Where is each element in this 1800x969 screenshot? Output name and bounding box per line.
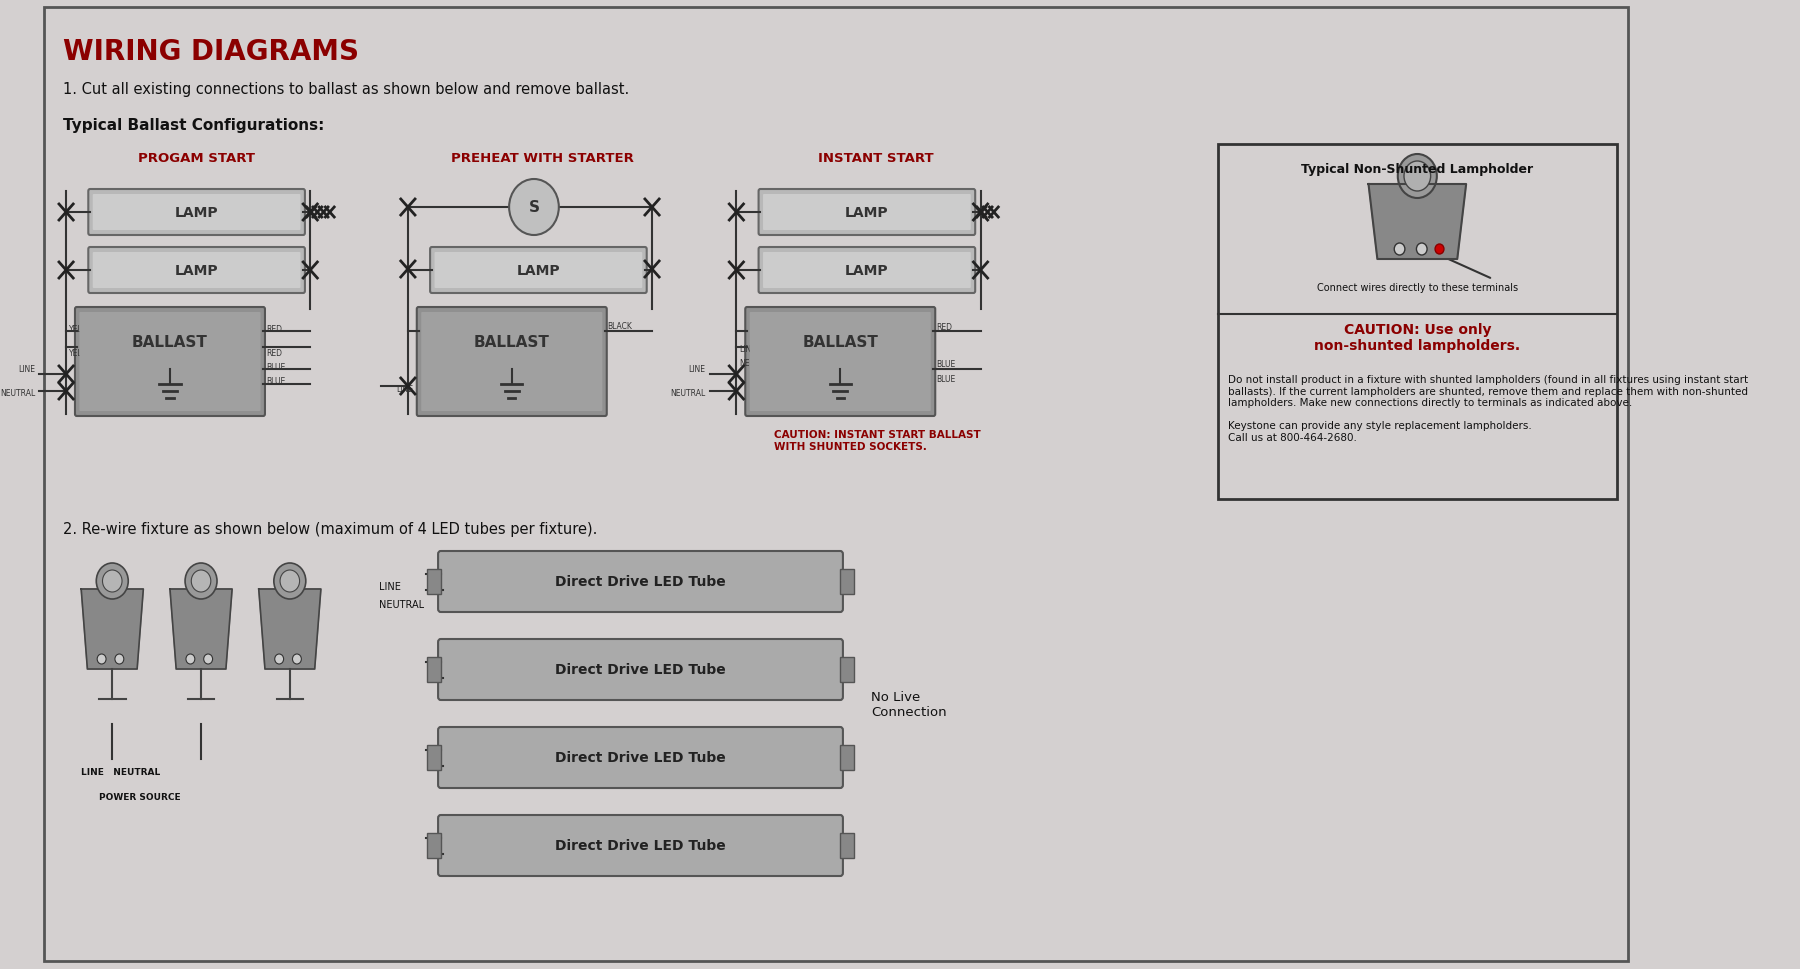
Text: S: S	[529, 201, 540, 215]
Circle shape	[95, 563, 128, 600]
Circle shape	[281, 571, 299, 592]
Circle shape	[275, 654, 284, 665]
Circle shape	[274, 563, 306, 600]
Text: PREHEAT WITH STARTER: PREHEAT WITH STARTER	[452, 152, 634, 165]
Circle shape	[191, 571, 211, 592]
Text: No Live
Connection: No Live Connection	[871, 690, 947, 718]
FancyBboxPatch shape	[841, 833, 853, 859]
Text: Direct Drive LED Tube: Direct Drive LED Tube	[554, 838, 725, 853]
Polygon shape	[259, 589, 320, 670]
Polygon shape	[1368, 185, 1467, 260]
Text: BALLAST: BALLAST	[131, 334, 209, 350]
Circle shape	[292, 654, 301, 665]
Circle shape	[509, 180, 558, 235]
FancyBboxPatch shape	[88, 190, 304, 235]
Text: LINE   NEUTRAL: LINE NEUTRAL	[81, 767, 160, 776]
Text: LAMP: LAMP	[844, 264, 889, 278]
Text: LAMP: LAMP	[175, 205, 218, 220]
Text: LINE: LINE	[740, 345, 756, 354]
Polygon shape	[81, 589, 144, 670]
Text: Direct Drive LED Tube: Direct Drive LED Tube	[554, 751, 725, 765]
FancyBboxPatch shape	[745, 308, 936, 417]
Text: NEUTRAL: NEUTRAL	[670, 389, 706, 397]
FancyBboxPatch shape	[421, 313, 603, 412]
Text: YELLOW: YELLOW	[68, 348, 99, 358]
FancyBboxPatch shape	[437, 728, 842, 788]
FancyBboxPatch shape	[427, 657, 441, 682]
Text: POWER SOURCE: POWER SOURCE	[99, 793, 180, 801]
FancyBboxPatch shape	[763, 195, 970, 231]
Text: LAMP: LAMP	[517, 264, 560, 278]
Circle shape	[1395, 244, 1404, 256]
Circle shape	[1399, 155, 1436, 199]
Text: INSTANT START: INSTANT START	[817, 152, 934, 165]
FancyBboxPatch shape	[758, 190, 976, 235]
FancyBboxPatch shape	[841, 745, 853, 770]
Text: BLUE: BLUE	[936, 375, 956, 384]
Text: BLUE: BLUE	[936, 359, 956, 368]
FancyBboxPatch shape	[76, 308, 265, 417]
Circle shape	[115, 654, 124, 665]
Text: CAUTION: Use only
non-shunted lampholders.: CAUTION: Use only non-shunted lampholder…	[1314, 323, 1521, 353]
Text: Do not install product in a fixture with shunted lampholders (found in all fixtu: Do not install product in a fixture with…	[1228, 375, 1748, 443]
Text: BALLAST: BALLAST	[803, 334, 878, 350]
FancyBboxPatch shape	[841, 570, 853, 594]
Text: PROGAM START: PROGAM START	[139, 152, 256, 165]
FancyBboxPatch shape	[79, 313, 261, 412]
Text: 2. Re-wire fixture as shown below (maximum of 4 LED tubes per fixture).: 2. Re-wire fixture as shown below (maxim…	[63, 521, 598, 537]
Text: NEUTRAL: NEUTRAL	[378, 600, 423, 610]
Text: LINE: LINE	[378, 581, 400, 591]
FancyBboxPatch shape	[437, 815, 842, 876]
Text: Direct Drive LED Tube: Direct Drive LED Tube	[554, 575, 725, 589]
FancyBboxPatch shape	[434, 253, 643, 289]
Text: YELLOW: YELLOW	[68, 326, 99, 334]
Polygon shape	[169, 589, 232, 670]
FancyBboxPatch shape	[437, 640, 842, 701]
FancyBboxPatch shape	[88, 248, 304, 294]
Circle shape	[1404, 162, 1431, 192]
Text: LINE: LINE	[18, 364, 34, 374]
FancyBboxPatch shape	[94, 253, 301, 289]
Text: RED: RED	[936, 323, 952, 331]
Text: LINE: LINE	[688, 364, 706, 374]
Circle shape	[1417, 244, 1427, 256]
Text: 1. Cut all existing connections to ballast as shown below and remove ballast.: 1. Cut all existing connections to balla…	[63, 82, 630, 97]
Circle shape	[203, 654, 212, 665]
Text: BALLAST: BALLAST	[473, 334, 549, 350]
Text: BLUE: BLUE	[266, 377, 284, 386]
Text: WIRING DIAGRAMS: WIRING DIAGRAMS	[63, 38, 360, 66]
Text: BLACK: BLACK	[608, 322, 632, 330]
FancyBboxPatch shape	[1217, 144, 1616, 499]
Circle shape	[185, 654, 194, 665]
Text: Typical Non-Shunted Lampholder: Typical Non-Shunted Lampholder	[1301, 163, 1534, 175]
FancyBboxPatch shape	[437, 551, 842, 612]
FancyBboxPatch shape	[418, 308, 607, 417]
Text: NEUTRAL: NEUTRAL	[0, 389, 34, 397]
FancyBboxPatch shape	[427, 833, 441, 859]
Text: LINE: LINE	[396, 385, 414, 393]
Circle shape	[103, 571, 122, 592]
Text: Direct Drive LED Tube: Direct Drive LED Tube	[554, 663, 725, 676]
FancyBboxPatch shape	[841, 657, 853, 682]
Text: Typical Ballast Configurations:: Typical Ballast Configurations:	[63, 118, 324, 133]
Text: LAMP: LAMP	[175, 264, 218, 278]
FancyBboxPatch shape	[94, 195, 301, 231]
FancyBboxPatch shape	[763, 253, 970, 289]
Text: RED: RED	[266, 348, 283, 358]
Text: RED: RED	[266, 326, 283, 334]
Text: CAUTION: INSTANT START BALLAST
WITH SHUNTED SOCKETS.: CAUTION: INSTANT START BALLAST WITH SHUN…	[774, 429, 981, 452]
Text: BLUE: BLUE	[266, 362, 284, 371]
FancyBboxPatch shape	[749, 313, 931, 412]
FancyBboxPatch shape	[427, 745, 441, 770]
FancyBboxPatch shape	[758, 248, 976, 294]
Circle shape	[97, 654, 106, 665]
FancyBboxPatch shape	[430, 248, 646, 294]
Text: LAMP: LAMP	[844, 205, 889, 220]
FancyBboxPatch shape	[427, 570, 441, 594]
Circle shape	[1435, 245, 1444, 255]
Text: NEUTRAL: NEUTRAL	[740, 359, 774, 367]
Text: Connect wires directly to these terminals: Connect wires directly to these terminal…	[1318, 283, 1517, 293]
Circle shape	[185, 563, 218, 600]
